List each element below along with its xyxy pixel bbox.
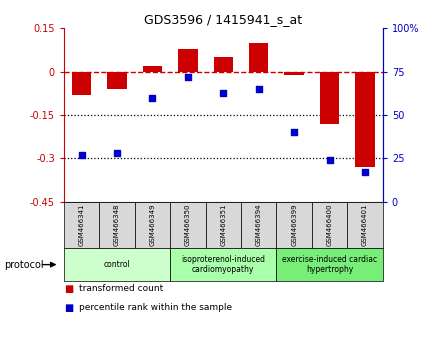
Bar xyxy=(99,202,135,248)
Point xyxy=(149,95,156,101)
Point xyxy=(291,130,298,135)
Point xyxy=(326,157,333,163)
Text: protocol: protocol xyxy=(4,259,44,270)
Text: transformed count: transformed count xyxy=(79,284,163,293)
Title: GDS3596 / 1415941_s_at: GDS3596 / 1415941_s_at xyxy=(144,13,302,26)
Bar xyxy=(143,66,162,72)
Point xyxy=(114,150,121,156)
Text: GSM466350: GSM466350 xyxy=(185,204,191,246)
Bar xyxy=(135,202,170,248)
Point xyxy=(362,170,369,175)
Bar xyxy=(213,57,233,72)
Text: GSM466399: GSM466399 xyxy=(291,204,297,246)
Text: exercise-induced cardiac
hypertrophy: exercise-induced cardiac hypertrophy xyxy=(282,255,377,274)
Bar xyxy=(356,72,375,167)
Bar xyxy=(249,43,268,72)
Bar xyxy=(284,72,304,75)
Bar xyxy=(72,72,91,95)
Bar xyxy=(320,72,339,124)
Text: GSM466351: GSM466351 xyxy=(220,204,226,246)
Text: GSM466349: GSM466349 xyxy=(150,204,155,246)
Point xyxy=(78,152,85,158)
Text: GSM466394: GSM466394 xyxy=(256,204,262,246)
Text: ■: ■ xyxy=(64,284,73,293)
Text: isoproterenol-induced
cardiomyopathy: isoproterenol-induced cardiomyopathy xyxy=(181,255,265,274)
Text: GSM466348: GSM466348 xyxy=(114,204,120,246)
Bar xyxy=(107,72,127,89)
Bar xyxy=(64,248,170,281)
Point xyxy=(255,86,262,92)
Bar xyxy=(347,202,383,248)
Text: percentile rank within the sample: percentile rank within the sample xyxy=(79,303,232,313)
Bar xyxy=(205,202,241,248)
Bar xyxy=(276,248,383,281)
Point xyxy=(220,90,227,95)
Text: GSM466341: GSM466341 xyxy=(78,204,84,246)
Text: ■: ■ xyxy=(64,303,73,313)
Text: GSM466401: GSM466401 xyxy=(362,204,368,246)
Bar xyxy=(276,202,312,248)
Text: control: control xyxy=(103,260,130,269)
Point xyxy=(184,74,191,80)
Bar xyxy=(312,202,347,248)
Bar xyxy=(178,48,198,72)
Bar xyxy=(241,202,276,248)
Text: GSM466400: GSM466400 xyxy=(326,204,333,246)
Bar xyxy=(64,202,99,248)
Bar xyxy=(170,202,205,248)
Bar xyxy=(170,248,276,281)
